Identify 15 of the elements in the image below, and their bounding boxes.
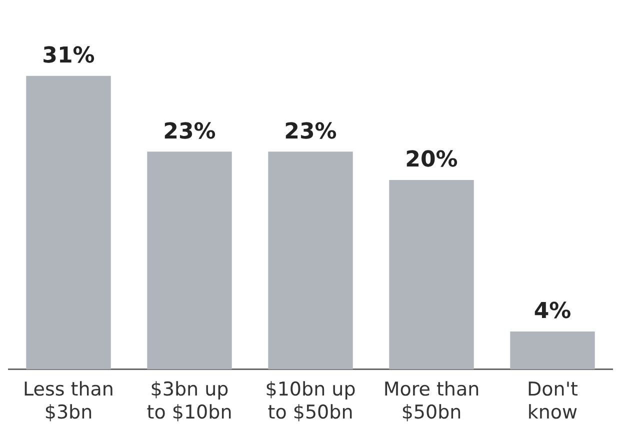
- data-label: 20%: [405, 148, 458, 173]
- bar: [268, 152, 353, 370]
- data-label: 4%: [534, 299, 572, 324]
- x-tick-label: $10bn up to $50bn: [265, 378, 356, 424]
- x-tick-label: $3bn up to $10bn: [146, 378, 232, 424]
- x-tick-label: Less than $3bn: [23, 378, 114, 424]
- data-label: 23%: [163, 119, 216, 144]
- x-tick-label: Don't know: [527, 378, 578, 424]
- data-label: 23%: [284, 119, 337, 144]
- bar: [510, 332, 595, 370]
- x-tick-label: More than $50bn: [383, 378, 480, 424]
- data-label: 31%: [42, 44, 95, 69]
- bar: [26, 76, 111, 370]
- bar: [147, 152, 232, 370]
- bar: [389, 180, 474, 370]
